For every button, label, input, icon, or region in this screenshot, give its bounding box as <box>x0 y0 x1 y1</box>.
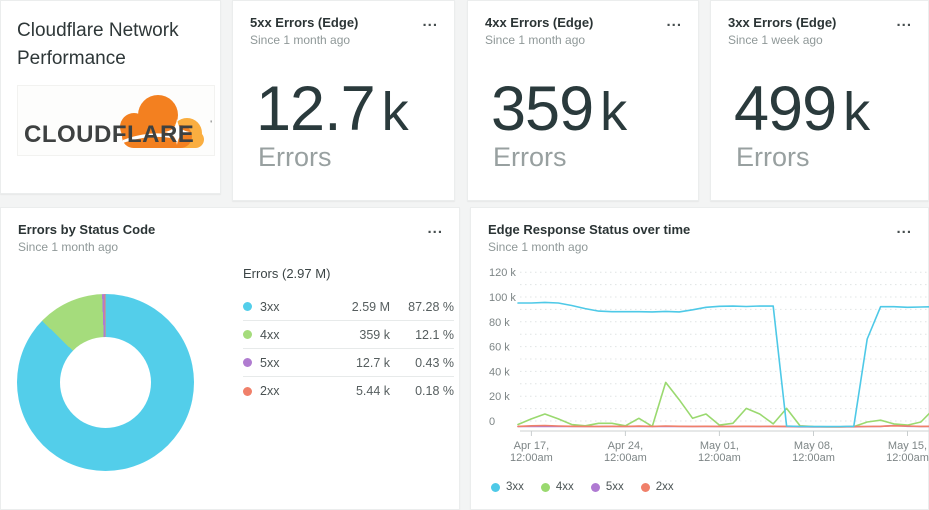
series-color-dot <box>640 482 650 492</box>
widget-subtitle: Since 1 month ago <box>488 240 589 254</box>
series-label: 4xx <box>260 327 280 342</box>
series-value: 2.59 M <box>351 299 390 314</box>
y-axis-label: 100 k <box>489 292 516 304</box>
kpi-card-3xx: 3xx Errors (Edge) Since 1 week ago ... 4… <box>710 0 929 201</box>
y-axis-label: 60 k <box>489 342 510 354</box>
edge-response-panel: Edge Response Status over time Since 1 m… <box>470 207 929 510</box>
series-color-dot <box>243 302 252 311</box>
y-axis-label: 0 <box>489 416 495 428</box>
widget-subtitle: Since 1 month ago <box>250 33 351 47</box>
series-color-dot <box>243 386 252 396</box>
kpi-value: 359 k <box>491 74 628 144</box>
series-value: 12.7 k <box>355 355 390 370</box>
series-percent: 0.43 % <box>415 355 454 370</box>
pie-legend-row[interactable]: 2xx 5.44 k 0.18 % <box>243 377 454 405</box>
series-percent: 0.18 % <box>415 384 454 398</box>
kpi-value: 499 k <box>734 74 871 144</box>
x-axis-label: Apr 17, 12:00am <box>510 440 553 464</box>
x-axis-label: May 08, 12:00am <box>792 440 835 464</box>
kpi-label: Errors <box>736 142 810 172</box>
widget-title: 3xx Errors (Edge) <box>728 15 837 30</box>
series-line-2xx <box>517 424 929 428</box>
errors-by-status-panel: Errors by Status Code Since 1 month ago … <box>0 207 460 510</box>
series-label: 5xx <box>605 481 624 493</box>
kpi-label: Errors <box>258 142 332 172</box>
pie-legend-rows: 3xx 2.59 M 87.28 % 4xx 359 k 12.1 % 5xx 12.7 k 0… <box>243 293 454 405</box>
series-label: 2xx <box>260 384 280 398</box>
kpi-value: 12.7 k <box>256 74 409 144</box>
kpi-unit: k <box>600 82 628 142</box>
widget-menu-icon[interactable]: ... <box>427 220 443 237</box>
series-line-4xx <box>517 381 929 428</box>
widget-menu-icon[interactable]: ... <box>896 220 912 237</box>
cloudflare-trademark-icon: ' <box>210 119 212 129</box>
cloudflare-logo: CLOUDFLARE ' <box>17 85 215 156</box>
widget-title: Errors by Status Code <box>18 222 156 237</box>
series-label: 4xx <box>555 481 574 493</box>
y-axis-label: 20 k <box>489 391 510 403</box>
series-color-dot <box>243 358 252 367</box>
series-label: 2xx <box>655 481 674 493</box>
widget-title: 4xx Errors (Edge) <box>485 15 594 30</box>
y-axis-label: 80 k <box>489 317 510 329</box>
line-chart-svg[interactable]: 0 20 k 40 k 60 k 80 k 100 k 120 k Apr 17, 12:00a… <box>471 260 929 510</box>
legend-item-5xx[interactable]: 5xx <box>590 481 624 493</box>
kpi-unit: k <box>381 82 409 142</box>
pie-legend-table: Errors (2.97 M) 3xx 2.59 M 87.28 % 4xx 359 k… <box>243 266 454 405</box>
kpi-card-5xx: 5xx Errors (Edge) Since 1 month ago ... … <box>232 0 455 201</box>
widget-title: 5xx Errors (Edge) <box>250 15 359 30</box>
cloudflare-logo-text: CLOUDFLARE <box>24 121 195 148</box>
widget-menu-icon[interactable]: ... <box>422 13 438 30</box>
x-axis-label: Apr 24, 12:00am <box>604 440 647 464</box>
pie-legend-row[interactable]: 5xx 12.7 k 0.43 % <box>243 349 454 377</box>
widget-subtitle: Since 1 week ago <box>728 33 823 47</box>
kpi-unit: k <box>843 82 871 142</box>
legend-item-3xx[interactable]: 3xx <box>491 481 524 493</box>
series-value: 5.44 k <box>355 384 390 398</box>
dashboard-title: Cloudflare Network Performance <box>17 20 179 69</box>
series-label: 3xx <box>506 481 524 493</box>
widget-title: Edge Response Status over time <box>488 222 691 237</box>
series-line-3xx <box>517 301 929 428</box>
series-value: 359 k <box>359 327 390 342</box>
widget-menu-icon[interactable]: ... <box>896 13 912 30</box>
series-color-dot <box>491 482 500 492</box>
series-label: 5xx <box>260 355 280 370</box>
legend-item-4xx[interactable]: 4xx <box>540 481 574 493</box>
series-color-dot <box>243 330 252 339</box>
kpi-label: Errors <box>493 142 567 172</box>
x-axis-label: May 01, 12:00am <box>698 440 741 464</box>
y-axis-label: 120 k <box>489 267 516 279</box>
series-percent: 12.1 % <box>415 327 454 342</box>
series-percent: 87.28 % <box>408 299 454 314</box>
pie-legend-row[interactable]: 4xx 359 k 12.1 % <box>243 321 454 349</box>
series-label: 3xx <box>260 299 280 314</box>
legend-item-2xx[interactable]: 2xx <box>640 481 674 493</box>
cloudflare-cloud-icon <box>120 95 204 148</box>
donut-chart[interactable] <box>17 294 194 471</box>
widget-menu-icon[interactable]: ... <box>666 13 682 30</box>
y-axis-label: 40 k <box>489 366 510 378</box>
x-axis-label: May 15, 12:00am <box>886 440 929 464</box>
widget-subtitle: Since 1 month ago <box>485 33 586 47</box>
widget-subtitle: Since 1 month ago <box>18 240 119 254</box>
kpi-card-4xx: 4xx Errors (Edge) Since 1 month ago ... … <box>467 0 699 201</box>
line-chart-legend: 3xx 4xx 5xx 2xx <box>491 481 674 493</box>
pie-legend-title: Errors (2.97 M) <box>243 266 331 281</box>
header-card: Cloudflare Network Performance CLOUDFLAR… <box>0 0 221 194</box>
pie-legend-row[interactable]: 3xx 2.59 M 87.28 % <box>243 293 454 321</box>
series-color-dot <box>590 482 600 492</box>
series-color-dot <box>540 482 550 492</box>
